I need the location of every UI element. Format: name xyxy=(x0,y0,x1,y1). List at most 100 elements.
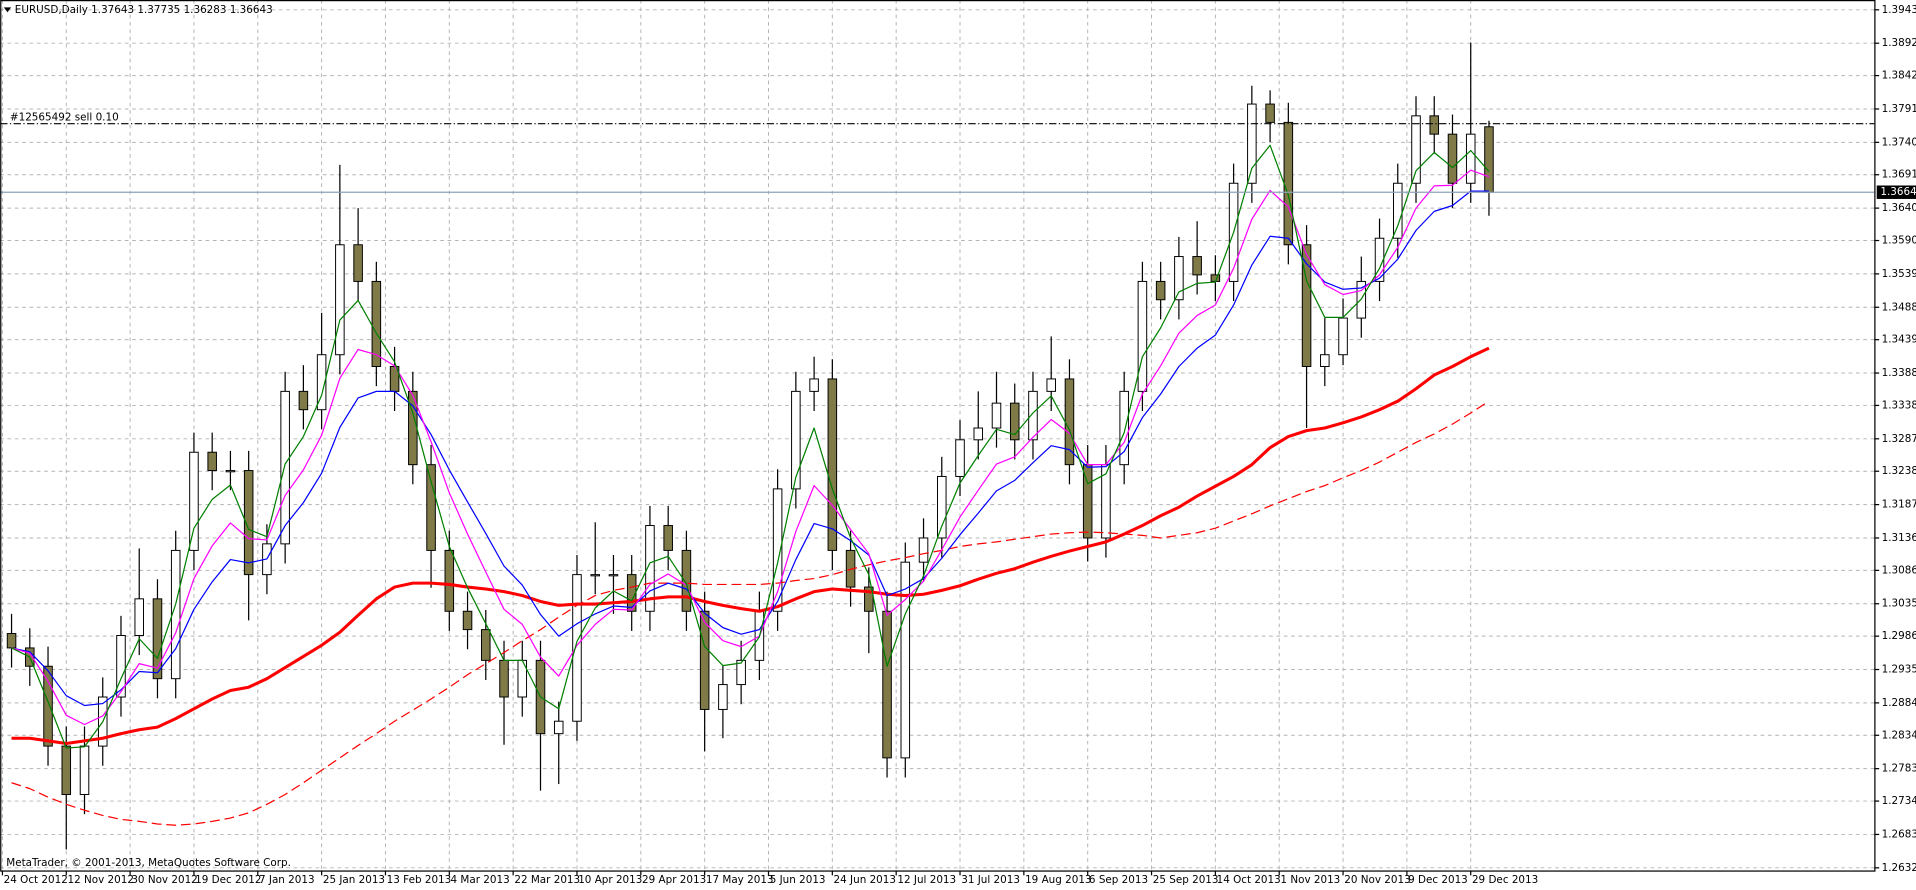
ma-line xyxy=(11,169,1490,726)
x-tick-label: 7 Jan 2013 xyxy=(259,874,315,886)
x-tick-label: 25 Jan 2013 xyxy=(323,874,385,886)
candle-body xyxy=(681,549,692,612)
candle-body xyxy=(772,488,783,612)
collapse-icon xyxy=(3,7,12,13)
y-tick-label: 1.37405 xyxy=(1882,136,1916,148)
x-tick-label: 9 Dec 2013 xyxy=(1408,874,1468,886)
candle-body xyxy=(335,244,345,356)
y-tick-label: 1.28345 xyxy=(1882,729,1916,741)
y-tick-label: 1.34885 xyxy=(1882,301,1916,313)
x-tick-label: 20 Nov 2013 xyxy=(1344,874,1410,886)
candle-body xyxy=(1283,121,1294,246)
candle-body xyxy=(882,610,892,759)
candle-body xyxy=(1119,390,1129,466)
candle-body xyxy=(371,280,382,367)
x-tick-label: 22 Mar 2013 xyxy=(514,874,580,886)
x-tick-label: 10 Apr 2013 xyxy=(578,874,642,886)
x-tick-label: 31 Jul 2013 xyxy=(961,874,1020,886)
candle-body xyxy=(809,378,819,392)
order-label: #12565492 sell 0.10 xyxy=(10,112,119,124)
x-tick-label: 29 Dec 2013 xyxy=(1472,874,1538,886)
ma-line xyxy=(11,144,1490,749)
y-tick-label: 1.35395 xyxy=(1882,268,1916,280)
candle-body xyxy=(1028,390,1038,441)
plot-frame xyxy=(0,0,1876,872)
y-tick-label: 1.29350 xyxy=(1882,664,1916,676)
candle-body xyxy=(1429,115,1440,135)
x-tick-label: 1 Nov 2013 xyxy=(1280,874,1340,886)
candle-body xyxy=(955,439,965,477)
x-tick-label: 30 Nov 2012 xyxy=(131,874,197,886)
candle-body xyxy=(444,549,455,612)
x-tick-label: 24 Oct 2012 xyxy=(4,874,68,886)
x-tick-label: 17 May 2013 xyxy=(706,874,774,886)
candle-body xyxy=(207,451,217,472)
candle-body xyxy=(827,378,838,551)
y-tick-label: 1.31870 xyxy=(1882,499,1916,511)
candle-body xyxy=(152,598,163,680)
x-tick-label: 12 Jul 2013 xyxy=(897,874,956,886)
x-tick-label: 12 Nov 2012 xyxy=(67,874,133,886)
y-tick-label: 1.38920 xyxy=(1882,37,1916,49)
candle-body xyxy=(61,745,72,796)
y-tick-label: 1.32875 xyxy=(1882,433,1916,445)
y-tick-label: 1.30355 xyxy=(1882,598,1916,610)
candle-body xyxy=(1174,256,1184,301)
candle-body xyxy=(43,665,53,747)
candle-body xyxy=(353,244,363,282)
candle-body xyxy=(645,525,655,612)
candle-body xyxy=(1320,354,1330,367)
candle-body xyxy=(481,629,491,661)
candle-body xyxy=(1465,133,1476,184)
candle-body xyxy=(189,451,199,551)
candle-body xyxy=(1301,244,1312,367)
candle-body xyxy=(462,610,473,631)
y-tick-label: 1.37915 xyxy=(1882,103,1916,115)
candle-body xyxy=(1484,126,1494,193)
x-tick-label: 5 Jun 2013 xyxy=(770,874,826,886)
x-tick-label: 29 Apr 2013 xyxy=(642,874,706,886)
price-label-box xyxy=(1876,185,1916,199)
candle-body xyxy=(1265,103,1275,123)
y-tick-label: 1.38425 xyxy=(1882,70,1916,82)
candle-body xyxy=(608,574,619,577)
candle-body xyxy=(225,470,236,473)
ma-line xyxy=(11,400,1490,826)
candle-body xyxy=(298,390,309,411)
y-tick-label: 1.26320 xyxy=(1882,862,1916,874)
candle-body xyxy=(6,633,17,649)
marks-layer xyxy=(0,42,1875,850)
x-tick-label: 24 Jun 2013 xyxy=(834,874,896,886)
candle-body xyxy=(991,402,1002,429)
candle-body xyxy=(1447,133,1458,184)
footer: MetaTrader, © 2001-2013, MetaQuotes Soft… xyxy=(6,857,291,869)
y-tick-label: 1.33880 xyxy=(1882,367,1916,379)
ma-line xyxy=(11,190,1489,707)
price-label: 1.36643 xyxy=(1880,186,1916,198)
candle-body xyxy=(1192,256,1202,276)
candle-body xyxy=(1411,115,1421,184)
y-tick-label: 1.30865 xyxy=(1882,564,1916,576)
chart-title: EURUSD,Daily 1.37643 1.37735 1.36283 1.3… xyxy=(15,4,273,16)
ma-line xyxy=(11,346,1490,745)
candle-body xyxy=(170,549,181,680)
candle-body xyxy=(973,427,984,441)
candle-body xyxy=(663,525,673,551)
candle-body xyxy=(1155,280,1166,301)
x-tick-label: 19 Aug 2013 xyxy=(1025,874,1091,886)
x-tick-label: 14 Oct 2013 xyxy=(1217,874,1281,886)
candle-body xyxy=(736,659,746,686)
candle-body xyxy=(1393,182,1403,239)
x-tick-label: 19 Dec 2012 xyxy=(195,874,261,886)
x-tick-label: 4 Mar 2013 xyxy=(451,874,510,886)
candle-body xyxy=(937,475,947,539)
y-tick-label: 1.29860 xyxy=(1882,630,1916,642)
y-tick-label: 1.35905 xyxy=(1882,235,1916,247)
candle-body xyxy=(553,720,564,735)
y-tick-label: 1.36400 xyxy=(1882,202,1916,214)
candle-body xyxy=(1137,280,1148,392)
y-tick-label: 1.31360 xyxy=(1882,532,1916,544)
candle-body xyxy=(572,574,582,722)
